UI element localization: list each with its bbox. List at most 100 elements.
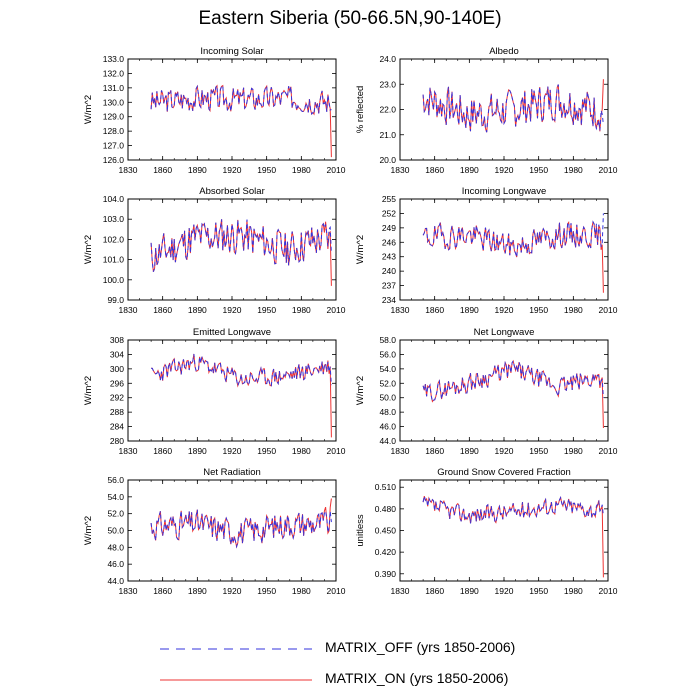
panel-title: Net Radiation <box>203 467 261 478</box>
panel-title: Incoming Solar <box>200 46 263 57</box>
x-tick-label: 1830 <box>391 305 410 315</box>
y-tick-label: 23.0 <box>379 79 396 89</box>
y-tick-label: 56.0 <box>379 349 396 359</box>
x-tick-label: 1830 <box>119 446 138 456</box>
panel-incoming-longwave: Incoming Longwave W/m^2 1830 1860 1890 1920 19… <box>355 186 618 315</box>
x-tick-label: 1950 <box>257 586 276 596</box>
panel-incoming-solar: Incoming Solar W/m^2 1830 1860 1890 1920 1950 1… <box>83 46 346 175</box>
y-tick-label: 24.0 <box>379 54 396 64</box>
y-tick-label: 292 <box>110 393 124 403</box>
panel-grid: Incoming Solar W/m^2 1830 1860 1890 1920 1950 1… <box>83 46 618 596</box>
x-tick-label: 1830 <box>391 165 410 175</box>
x-tick-label: 2010 <box>327 305 346 315</box>
y-tick-label: 50.0 <box>107 526 124 536</box>
y-tick-label: 104.0 <box>103 194 125 204</box>
figure-title: Eastern Siberia (50-66.5N,90-140E) <box>198 8 502 29</box>
y-tick-label: 308 <box>110 335 124 345</box>
y-tick-label: 131.0 <box>103 83 125 93</box>
series-line-matrix-off <box>422 213 604 258</box>
y-tick-label: 0.480 <box>375 504 397 514</box>
x-tick-label: 1890 <box>460 586 479 596</box>
x-tick-label: 1950 <box>529 446 548 456</box>
x-tick-label: 1890 <box>460 446 479 456</box>
y-tick-label: 0.420 <box>375 547 397 557</box>
x-tick-label: 1860 <box>153 446 172 456</box>
x-tick-label: 1980 <box>292 446 311 456</box>
panel-absorbed-solar: Absorbed Solar W/m^2 1830 1860 1890 1920 1950 1… <box>83 186 346 315</box>
x-tick-label: 1950 <box>257 446 276 456</box>
y-tick-label: 296 <box>110 378 124 388</box>
y-tick-label: 50.0 <box>379 393 396 403</box>
y-tick-label: 0.390 <box>375 569 397 579</box>
y-tick-label: 52.0 <box>379 378 396 388</box>
plot-frame <box>399 479 609 582</box>
y-tick-label: 102.0 <box>103 234 125 244</box>
y-tick-label: 20.0 <box>379 155 396 165</box>
panel-title: Albedo <box>489 46 519 57</box>
x-tick-label: 1830 <box>119 165 138 175</box>
series-line-matrix-off <box>422 84 604 133</box>
y-tick-label: 52.0 <box>107 509 124 519</box>
y-tick-label: 44.0 <box>379 436 396 446</box>
y-axis-label: unitless <box>355 514 366 546</box>
legend-swatch-solid <box>160 679 312 681</box>
series-line-matrix-off <box>422 495 604 524</box>
x-tick-label: 1920 <box>495 305 514 315</box>
y-tick-label: 21.0 <box>379 130 396 140</box>
panel-net-radiation: Net Radiation W/m^2 1830 1860 1890 1920 1950 19… <box>83 467 346 596</box>
x-tick-label: 1950 <box>529 305 548 315</box>
y-tick-label: 130.0 <box>103 97 125 107</box>
y-tick-label: 58.0 <box>379 335 396 345</box>
y-tick-label: 128.0 <box>103 126 125 136</box>
y-tick-label: 237 <box>382 281 396 291</box>
panel-net-longwave: Net Longwave W/m^2 1830 1860 1890 1920 1950 198… <box>355 327 618 456</box>
y-axis-label: W/m^2 <box>83 95 94 124</box>
y-tick-label: 300 <box>110 364 124 374</box>
x-tick-label: 1830 <box>391 586 410 596</box>
y-tick-label: 126.0 <box>103 155 125 165</box>
x-tick-label: 1920 <box>495 586 514 596</box>
panel-albedo: Albedo % reflected 1830 1860 1890 1920 1950 198… <box>355 46 618 175</box>
y-axis-label: W/m^2 <box>355 235 366 264</box>
plot-frame <box>127 479 337 582</box>
series-line-matrix-off <box>151 353 332 388</box>
y-axis-label: % reflected <box>355 86 366 134</box>
y-tick-label: 100.0 <box>103 275 125 285</box>
legend-swatch-dashed <box>160 648 312 650</box>
y-tick-label: 103.0 <box>103 214 125 224</box>
y-tick-label: 48.0 <box>379 407 396 417</box>
y-axis-label: W/m^2 <box>355 376 366 405</box>
x-tick-label: 1980 <box>564 446 583 456</box>
x-tick-label: 1890 <box>188 305 207 315</box>
series-line-matrix-off <box>150 84 332 116</box>
y-tick-label: 255 <box>382 194 396 204</box>
series-line-matrix-off <box>150 219 332 272</box>
y-tick-label: 46.0 <box>107 559 124 569</box>
series-line-matrix-off <box>150 509 332 549</box>
x-tick-label: 1860 <box>153 165 172 175</box>
x-tick-label: 1860 <box>425 446 444 456</box>
x-tick-label: 1860 <box>425 586 444 596</box>
x-tick-label: 1890 <box>188 586 207 596</box>
x-tick-label: 1950 <box>257 165 276 175</box>
x-tick-label: 1920 <box>223 165 242 175</box>
y-tick-label: 129.0 <box>103 112 125 122</box>
x-tick-label: 1920 <box>495 165 514 175</box>
y-tick-label: 46.0 <box>379 422 396 432</box>
x-tick-label: 2010 <box>327 586 346 596</box>
x-tick-label: 1980 <box>292 165 311 175</box>
x-tick-label: 2010 <box>327 165 346 175</box>
y-tick-label: 234 <box>382 295 396 305</box>
x-tick-label: 1860 <box>153 586 172 596</box>
y-tick-label: 243 <box>382 252 396 262</box>
panel-title: Incoming Longwave <box>462 186 547 197</box>
y-tick-label: 304 <box>110 349 124 359</box>
x-tick-label: 1950 <box>257 305 276 315</box>
y-tick-label: 101.0 <box>103 255 125 265</box>
y-tick-label: 240 <box>382 266 396 276</box>
x-tick-label: 2010 <box>599 446 618 456</box>
x-tick-label: 1890 <box>188 446 207 456</box>
panel-title: Ground Snow Covered Fraction <box>437 467 571 478</box>
x-tick-label: 2010 <box>327 446 346 456</box>
legend-label-matrix-on: MATRIX_ON (yrs 1850-2006) <box>325 670 509 686</box>
